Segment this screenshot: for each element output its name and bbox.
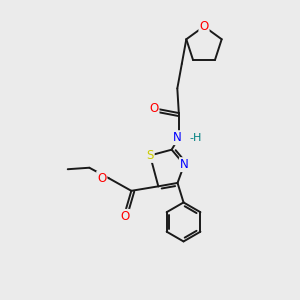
Text: O: O — [200, 20, 208, 33]
Text: O: O — [97, 172, 106, 185]
Text: N: N — [173, 131, 182, 144]
Text: N: N — [180, 158, 189, 171]
Text: O: O — [149, 102, 158, 115]
Text: S: S — [146, 149, 154, 162]
Text: O: O — [120, 210, 129, 223]
Text: -H: -H — [189, 133, 202, 143]
